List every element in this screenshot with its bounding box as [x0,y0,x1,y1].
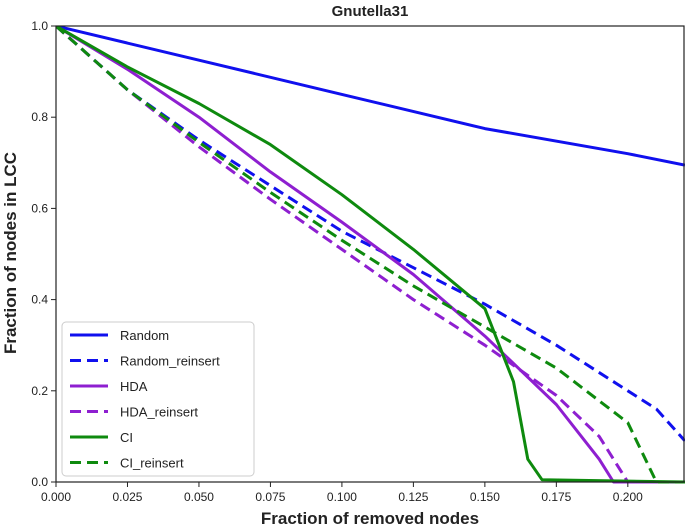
plot-area [56,26,685,484]
legend-label: HDA [120,379,148,394]
legend-label: HDA_reinsert [120,405,198,420]
series-line-hda-reinsert [56,26,685,484]
y-tick-label: 0.0 [31,475,48,489]
x-tick-label: 0.100 [327,490,357,504]
series-line-ci-reinsert [56,26,685,484]
legend-label: Random_reinsert [120,354,220,369]
y-tick-label: 1.0 [31,19,48,33]
x-axis-title: Fraction of removed nodes [261,509,479,528]
series-line-hda [56,26,685,484]
y-axis-title: Fraction of nodes in LCC [1,152,20,354]
x-tick-label: 0.075 [255,490,285,504]
y-tick-label: 0.6 [31,201,48,215]
legend-box [61,321,255,477]
series-line-ci [56,26,685,484]
legend-label: CI_reinsert [120,456,184,471]
x-tick-label: 0.200 [613,490,643,504]
x-tick-label: 0.050 [184,490,214,504]
x-tick-label: 0.125 [398,490,428,504]
x-tick-label: 0.025 [112,490,142,504]
x-tick-label: 0.000 [41,490,71,504]
x-tick-label: 0.175 [541,490,571,504]
y-tick-label: 0.2 [31,384,48,398]
y-tick-label: 0.4 [31,293,48,307]
x-tick-label: 0.150 [470,490,500,504]
plot-frame [55,25,685,483]
axis-ticks: 0.000 0.025 0.050 0.075 0.100 0.125 0.150 0.175… [31,19,643,504]
y-tick-label: 0.8 [31,110,48,124]
series-line-random [56,26,685,167]
legend: Random Random_reinsert HDA HDA_reinsert CI CI… [61,321,255,477]
legend-label: Random [120,328,169,343]
legend-label: CI [120,430,133,445]
chart-title: Gnutella31 [332,3,409,20]
